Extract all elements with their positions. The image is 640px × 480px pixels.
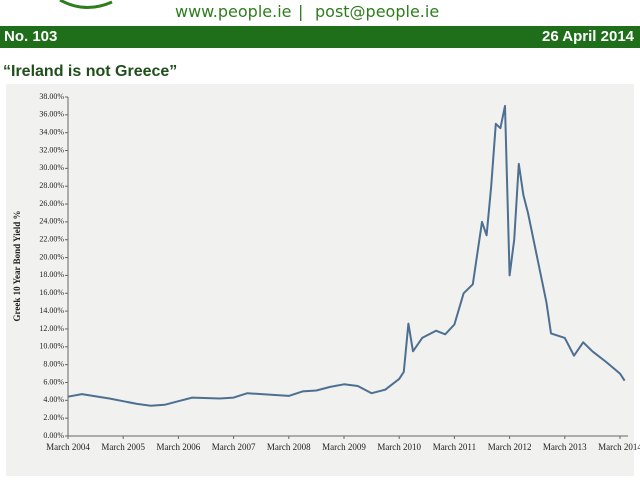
y-tick-label: 4.00% [43, 395, 64, 404]
y-tick-label: 26.00% [39, 199, 64, 208]
x-tick-label: March 2012 [487, 442, 532, 452]
y-tick-label: 16.00% [39, 288, 64, 297]
x-tick-label: March 2009 [322, 442, 366, 452]
y-tick-label: 34.00% [39, 128, 64, 137]
y-tick-label: 38.00% [39, 92, 64, 101]
header: www.people.ie | post@people.ie [0, 0, 640, 26]
url[interactable]: www.people.ie [175, 2, 292, 21]
y-tick-label: 24.00% [39, 217, 64, 226]
y-tick-label: 18.00% [39, 270, 64, 279]
x-tick-label: March 2008 [266, 442, 311, 452]
x-tick-label: March 2014 [598, 442, 640, 452]
info-bar: No. 103 26 April 2014 [0, 26, 640, 48]
y-tick-label: 30.00% [39, 163, 64, 172]
x-tick-label: March 2006 [156, 442, 201, 452]
y-tick-label: 12.00% [39, 324, 64, 333]
y-tick-label: 20.00% [39, 252, 64, 261]
email[interactable]: post@people.ie [315, 2, 440, 21]
y-tick-label: 10.00% [39, 342, 64, 351]
x-tick-label: March 2005 [101, 442, 146, 452]
x-tick-label: March 2010 [377, 442, 422, 452]
y-tick-label: 8.00% [43, 359, 64, 368]
x-tick-label: March 2011 [432, 442, 477, 452]
y-axis-label: Greek 10 Year Bond Yield % [12, 211, 22, 322]
x-tick-label: March 2007 [211, 442, 256, 452]
chart-area: Greek 10 Year Bond Yield % 0.00% 2.00% 4.0… [6, 84, 640, 476]
x-tick-label: March 2013 [542, 442, 587, 452]
y-tick-label: 0.00% [43, 431, 64, 440]
y-tick-label: 2.00% [43, 413, 64, 422]
issue-number: No. 103 [4, 28, 58, 45]
x-tick-label: March 2004 [46, 442, 90, 452]
y-tick-label: 28.00% [39, 181, 64, 190]
chart: Greek 10 Year Bond Yield % 0.00% 2.00% 4.0… [12, 92, 628, 440]
y-tick-label: 6.00% [43, 377, 64, 386]
y-tick-label: 14.00% [39, 306, 64, 315]
separator: | [298, 2, 304, 21]
y-tick-label: 32.00% [39, 145, 64, 154]
logo [59, 0, 113, 9]
issue-date: 26 April 2014 [542, 28, 634, 45]
chart-title: “Ireland is not Greece” [3, 63, 178, 80]
y-tick-label: 36.00% [39, 110, 64, 119]
y-tick-label: 22.00% [39, 235, 64, 244]
data-line [67, 104, 626, 407]
